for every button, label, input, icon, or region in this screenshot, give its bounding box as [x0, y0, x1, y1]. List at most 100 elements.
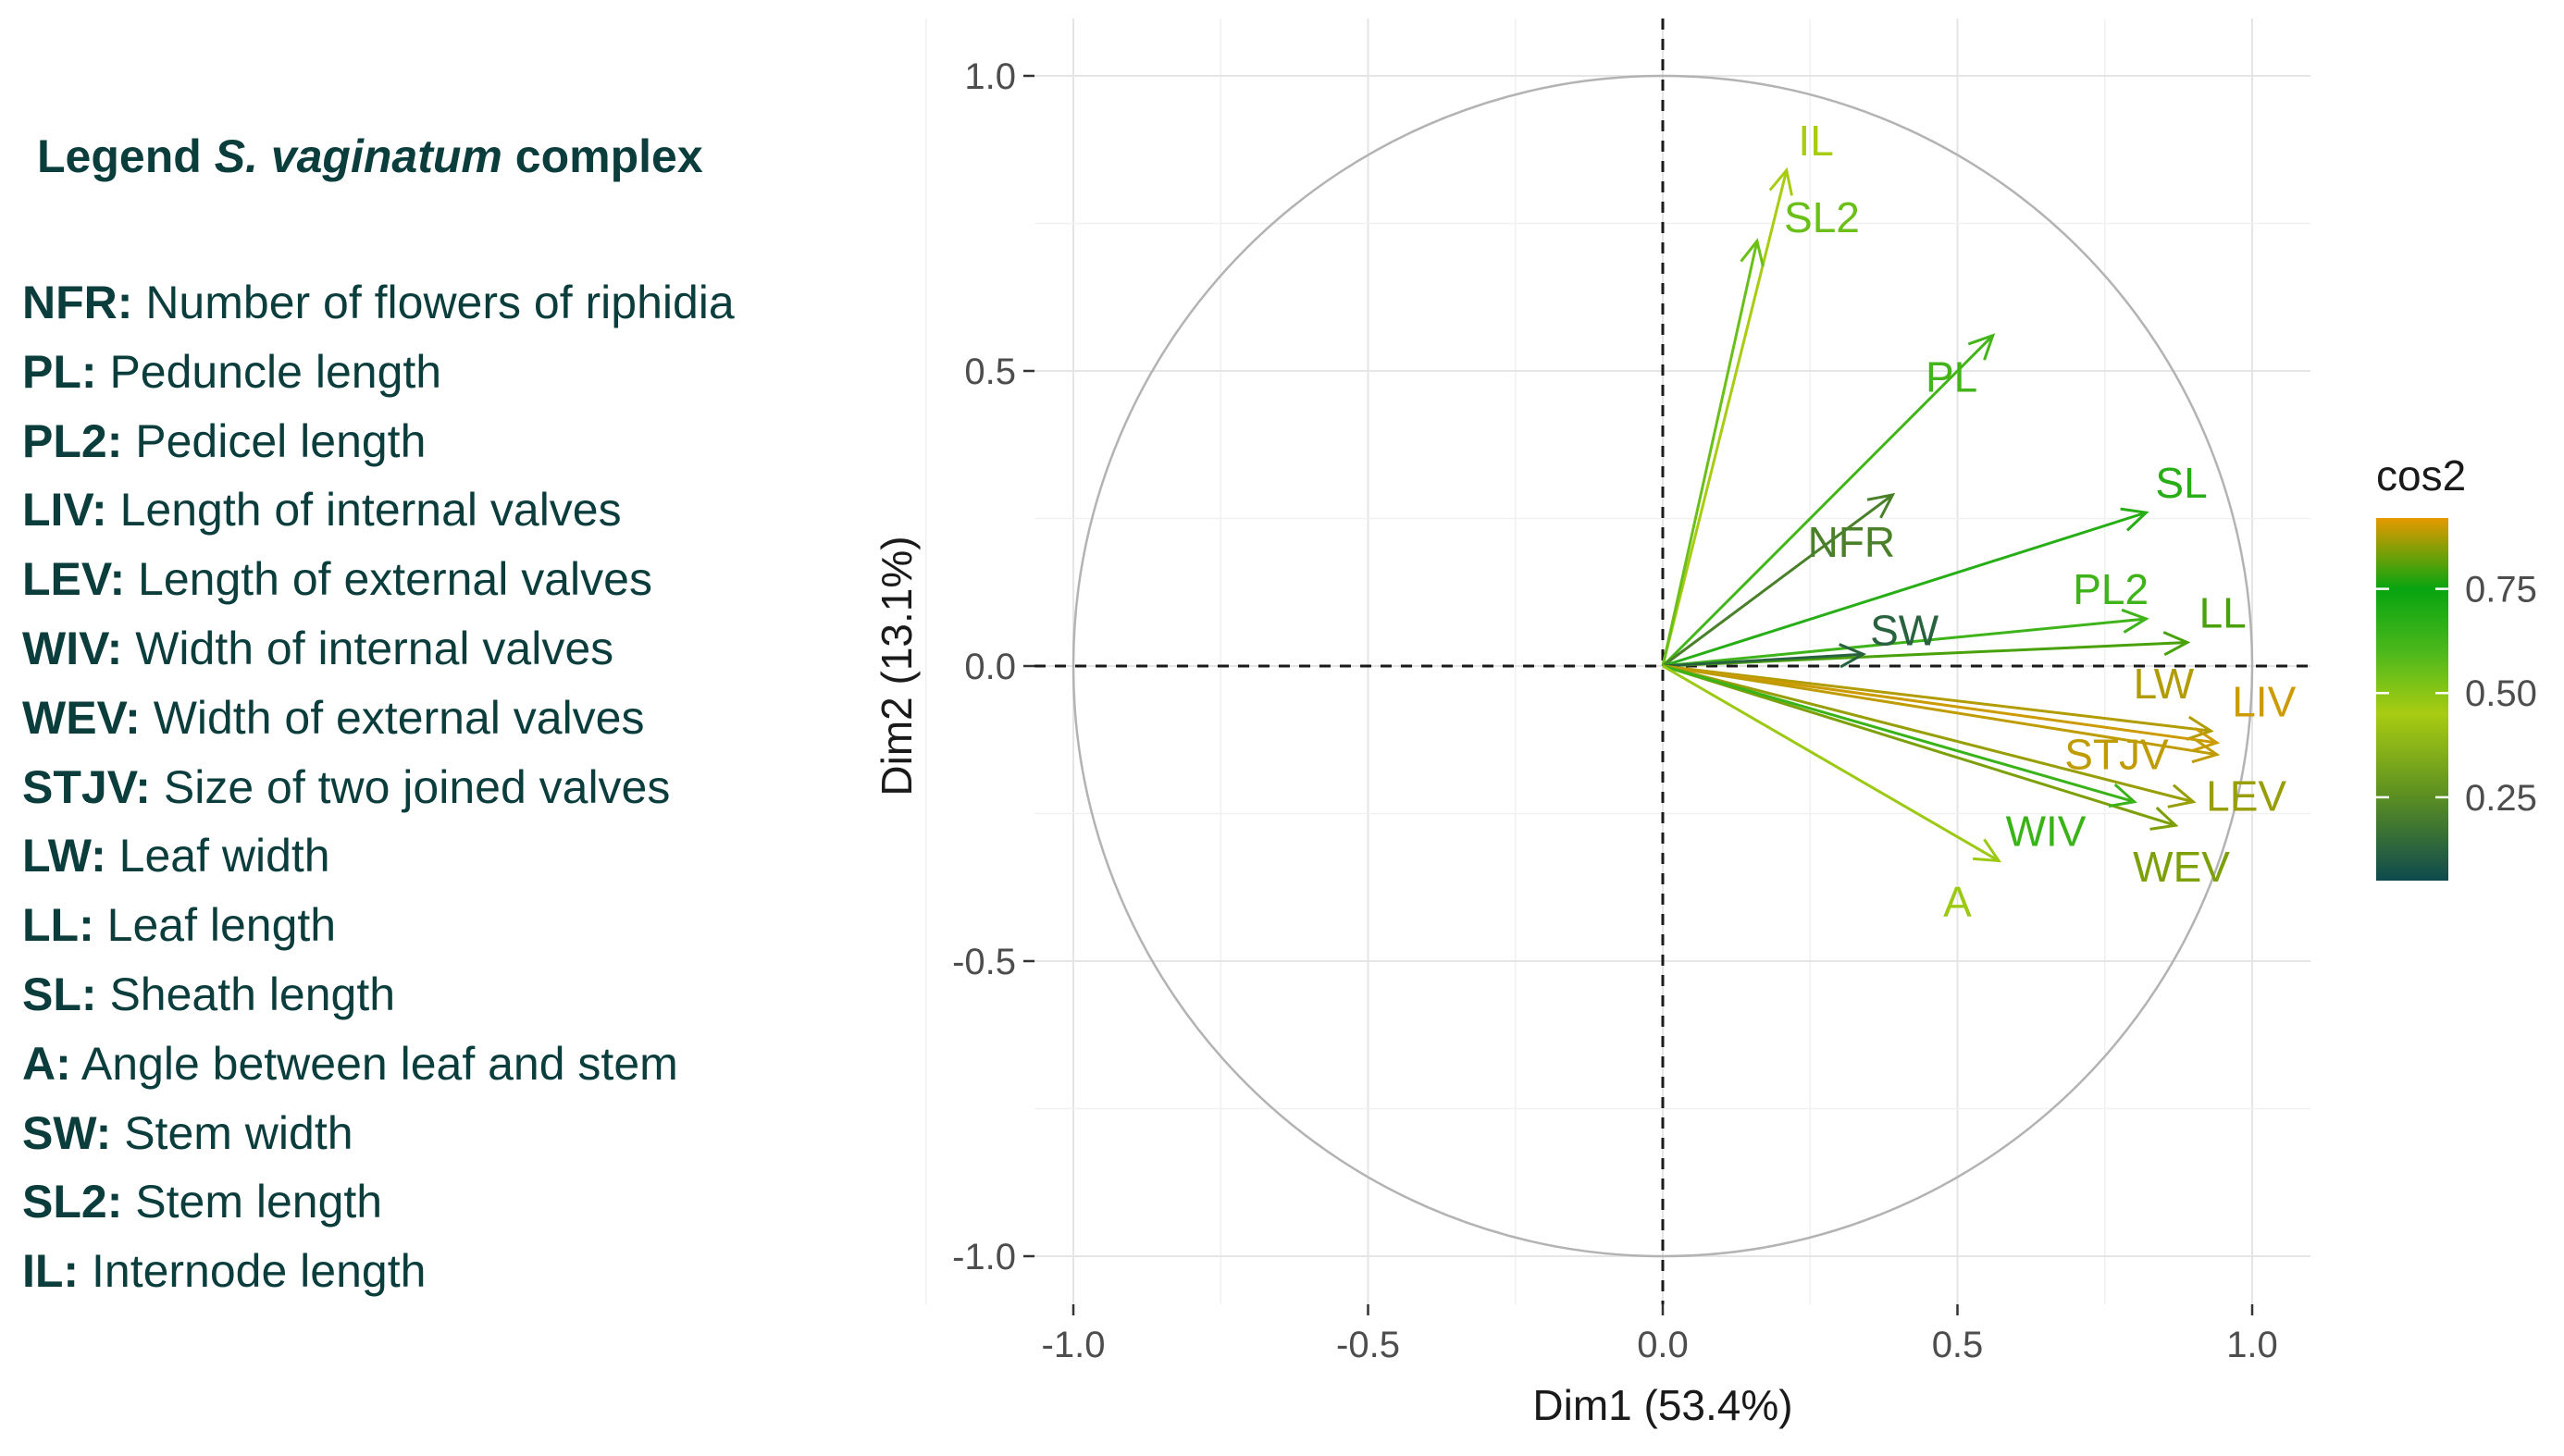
y-tick-label: -1.0: [952, 1237, 1016, 1277]
arrow-a: [1662, 664, 2000, 862]
legend-item: WEV: Width of external valves: [22, 684, 735, 753]
legend-item-description: Width of external valves: [153, 691, 645, 744]
legend-item-description: Sheath length: [109, 968, 396, 1020]
legend-item-code: PL2:: [22, 414, 123, 467]
x-tick-label: 1.0: [2226, 1325, 2278, 1365]
colorbar-tick-label: 0.75: [2465, 570, 2537, 611]
legend-item-code: PL:: [22, 345, 97, 398]
label-ll: LL: [2199, 589, 2247, 637]
legend-title-species: S. vaginatum: [214, 130, 502, 182]
legend-item: IL: Internode length: [22, 1237, 735, 1306]
arrow-nfr: [1662, 493, 1894, 668]
arrowhead-pl2: [2121, 608, 2149, 634]
y-tick-label: 1.0: [964, 56, 1016, 97]
x-axis-title: Dim1 (53.4%): [1532, 1381, 1792, 1429]
arrow-pl: [1661, 334, 1994, 668]
arrowhead-liv: [2191, 727, 2221, 752]
legend-item-code: IL:: [22, 1245, 80, 1298]
legend-item-code: SL:: [22, 968, 97, 1020]
arrow-wiv: [1662, 664, 2136, 804]
legend-item: SL: Sheath length: [22, 960, 735, 1030]
label-sl2: SL2: [1784, 193, 1860, 241]
legend-item-description: Number of flowers of riphidia: [145, 277, 735, 328]
variable-labels-layer: IL SL2 PL NFR SL PL2 LL SW LW LIV STJV LEV WEV WIV A: [1784, 117, 2297, 926]
legend-item: A: Angle between leaf and stem: [22, 1030, 735, 1099]
label-wiv: WIV: [2006, 808, 2087, 856]
legend-item: LL: Leaf length: [22, 891, 735, 960]
colorbar-gradient: [2376, 518, 2448, 881]
legend-item: WIV: Width of internal valves: [22, 614, 735, 684]
x-tick-label: 0.5: [1932, 1325, 1984, 1365]
colorbar-ticks: 0.25 0.50 0.75: [2376, 570, 2537, 819]
arrowhead-il: [1768, 167, 1793, 196]
legend-item: NFR: Number of flowers of riphidia: [22, 268, 735, 338]
arrow-lw: [1662, 664, 2211, 733]
x-tick-label: -1.0: [1042, 1325, 1106, 1365]
legend-item-description: Leaf length: [106, 899, 337, 952]
label-a: A: [1943, 878, 1972, 926]
legend-item-description: Peduncle length: [109, 345, 442, 398]
legend-title-suffix: complex: [502, 130, 703, 182]
arrowhead-sl2: [1740, 238, 1765, 267]
arrow-sw: [1662, 652, 1864, 668]
arrowhead-nfr: [1866, 492, 1896, 519]
legend-item-code: LL:: [22, 899, 94, 952]
label-liv: LIV: [2232, 677, 2296, 725]
legend-item-code: A:: [22, 1037, 71, 1090]
legend-panel: Legend S. vaginatum complex NFR: Number …: [0, 0, 879, 1456]
legend-item-description: Length of internal valves: [119, 484, 622, 537]
label-sw: SW: [1870, 607, 1939, 655]
legend-item: LW: Leaf width: [22, 821, 735, 891]
arrowhead-wev: [2149, 807, 2179, 831]
y-tick-label: 0.0: [964, 647, 1016, 687]
axes-layer: -1.0 -0.5 0.0 0.5 1.0 -1.0 -0.5 0.0 0.5 1.0: [952, 56, 2278, 1365]
legend-item: SW: Stem width: [22, 1099, 735, 1168]
arrow-wev: [1662, 664, 2176, 827]
arrow-il: [1661, 169, 1789, 667]
arrowhead-stjv: [2191, 738, 2221, 764]
legend-item: SL2: Stem length: [22, 1167, 735, 1237]
legend-item-code: WIV:: [22, 622, 123, 674]
colorbar-title: cos2: [2376, 451, 2466, 500]
arrowhead-ll: [2162, 631, 2191, 657]
colorbar: cos2 0.25 0.50 0.75: [2376, 451, 2537, 881]
legend-list: NFR: Number of flowers of riphidia PL: P…: [22, 268, 735, 1306]
colorbar-tick-label: 0.50: [2465, 673, 2537, 714]
label-lev: LEV: [2206, 771, 2286, 820]
variable-arrows-layer: [1661, 167, 2221, 863]
legend-title: Legend S. vaginatum complex: [37, 130, 703, 183]
label-sl: SL: [2155, 459, 2207, 507]
label-pl: PL: [1926, 352, 1977, 401]
arrowhead-sl: [2120, 507, 2149, 532]
circle-layer: [1071, 74, 2254, 1258]
arrowhead-lev: [2167, 784, 2197, 808]
label-pl2: PL2: [2073, 565, 2149, 613]
arrowhead-pl: [1967, 333, 1996, 361]
arrowhead-wiv: [2108, 783, 2137, 808]
legend-title-prefix: Legend: [37, 130, 215, 182]
arrow-liv: [1662, 664, 2217, 745]
legend-item-description: Pedicel length: [135, 414, 427, 467]
legend-item: STJV: Size of two joined valves: [22, 753, 735, 822]
legend-item-description: Width of internal valves: [135, 622, 614, 674]
legend-item-description: Length of external valves: [138, 553, 652, 606]
legend-item: PL: Peduncle length: [22, 338, 735, 407]
unit-circle: [1071, 74, 2254, 1258]
label-wev: WEV: [2133, 843, 2230, 891]
legend-item-description: Angle between leaf and stem: [81, 1037, 678, 1090]
label-stjv: STJV: [2064, 731, 2169, 779]
legend-item-description: Stem width: [124, 1106, 353, 1159]
legend-item-description: Internode length: [92, 1245, 427, 1298]
legend-item-code: SW:: [22, 1106, 112, 1159]
arrowhead-lw: [2186, 715, 2214, 741]
y-tick-label: 0.5: [964, 352, 1016, 392]
legend-item-code: STJV:: [22, 760, 151, 813]
legend-item: LEV: Length of external valves: [22, 545, 735, 614]
x-tick-label: -0.5: [1336, 1325, 1400, 1365]
legend-item: LIV: Length of internal valves: [22, 475, 735, 545]
label-nfr: NFR: [1808, 518, 1896, 566]
legend-item: PL2: Pedicel length: [22, 407, 735, 476]
legend-item-description: Size of two joined valves: [163, 760, 671, 813]
arrowhead-a: [1973, 838, 2002, 863]
